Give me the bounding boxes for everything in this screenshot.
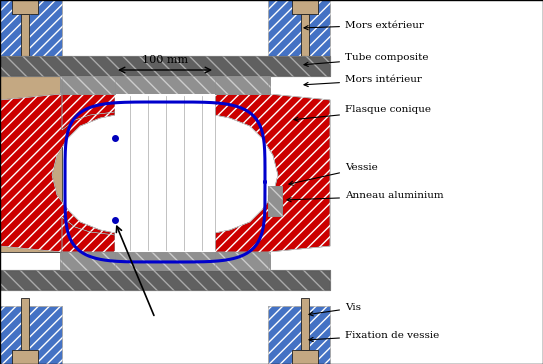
- Text: Mors extérieur: Mors extérieur: [304, 20, 424, 30]
- Bar: [268, 0, 330, 58]
- Polygon shape: [62, 94, 115, 130]
- Text: Tube composite: Tube composite: [304, 54, 428, 66]
- Bar: [0, 306, 62, 364]
- Polygon shape: [215, 94, 330, 252]
- Bar: [301, 298, 309, 350]
- Polygon shape: [62, 252, 115, 270]
- Bar: [12, 350, 38, 364]
- Text: Fixation de vessie: Fixation de vessie: [309, 331, 439, 341]
- Bar: [0, 270, 330, 290]
- Bar: [292, 350, 318, 364]
- Polygon shape: [268, 186, 282, 216]
- Bar: [292, 0, 318, 14]
- Bar: [0, 56, 330, 76]
- Bar: [0, 270, 330, 290]
- Bar: [60, 76, 270, 94]
- Text: 100 mm: 100 mm: [142, 55, 188, 65]
- Text: Flasque conique: Flasque conique: [294, 106, 431, 121]
- Bar: [0, 76, 62, 252]
- Bar: [60, 252, 270, 270]
- Bar: [4, 200, 28, 230]
- Bar: [0, 306, 62, 364]
- Bar: [301, 14, 309, 66]
- Bar: [12, 0, 38, 14]
- Bar: [268, 195, 282, 207]
- Polygon shape: [62, 76, 115, 94]
- Bar: [60, 252, 270, 270]
- Bar: [21, 298, 29, 350]
- Text: Mors intérieur: Mors intérieur: [304, 75, 422, 87]
- Bar: [0, 56, 330, 76]
- Polygon shape: [0, 94, 115, 252]
- Bar: [268, 0, 330, 58]
- Bar: [21, 14, 29, 66]
- Bar: [0, 0, 62, 58]
- Bar: [0, 0, 62, 58]
- Text: Vis: Vis: [309, 304, 361, 316]
- Text: Anneau aluminium: Anneau aluminium: [287, 191, 444, 202]
- Polygon shape: [62, 217, 115, 252]
- Bar: [268, 306, 330, 364]
- Text: Vessie: Vessie: [289, 163, 378, 185]
- Bar: [268, 306, 330, 364]
- Polygon shape: [215, 76, 268, 94]
- Bar: [60, 76, 270, 94]
- Bar: [115, 94, 215, 252]
- Polygon shape: [215, 252, 268, 270]
- Bar: [4, 100, 28, 142]
